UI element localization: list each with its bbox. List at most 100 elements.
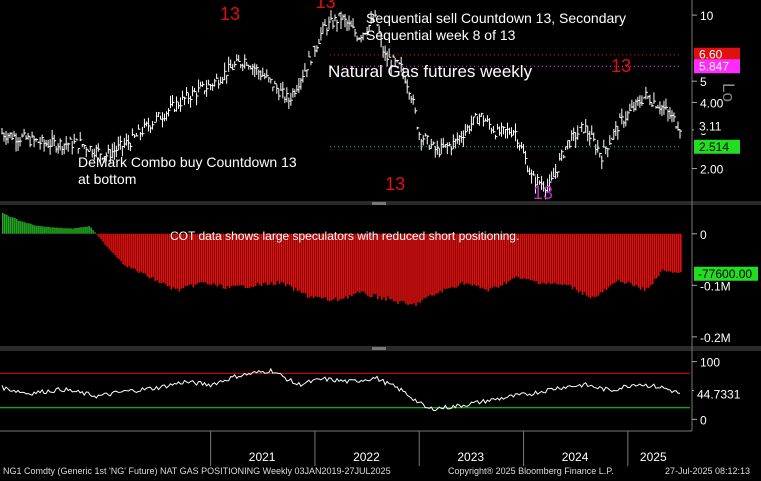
cot-bar: [314, 233, 317, 297]
cot-bar: [220, 233, 223, 285]
cot-bar: [100, 233, 102, 240]
price-level-tag: 5.847: [699, 59, 729, 73]
cot-bar: [322, 233, 325, 298]
cot-bar: [292, 233, 295, 291]
cot-bar: [557, 233, 560, 285]
cot-bar: [94, 232, 96, 234]
cot-bar: [443, 233, 445, 289]
cot-bar: [505, 233, 508, 285]
cot-bar: [14, 217, 16, 234]
price-y-tick-label: 2.00: [700, 163, 724, 177]
cot-bar: [184, 233, 187, 286]
cot-bar: [367, 233, 369, 297]
cot-bar: [82, 227, 84, 234]
cot-bar: [371, 233, 373, 298]
cot-bar: [248, 233, 251, 288]
cot-bar: [76, 227, 78, 234]
cot-bar: [188, 233, 191, 285]
cot-bar: [104, 233, 106, 245]
cot-bar: [58, 227, 60, 234]
cot-bar: [166, 233, 169, 287]
cot-bar: [186, 233, 189, 286]
cot-y-tick-label: -0.1M: [700, 279, 731, 293]
cot-bar: [144, 233, 147, 274]
price-level-tag-bg: [694, 47, 740, 62]
cot-bar: [615, 233, 618, 282]
cot-bar: [18, 220, 20, 234]
cot-bar: [222, 233, 225, 289]
cot-bar: [4, 214, 6, 234]
cot-bar: [419, 233, 421, 303]
cot-bar: [264, 233, 267, 283]
cot-bar: [256, 233, 259, 284]
countdown-13-label: 13: [385, 174, 405, 194]
cot-bar: [465, 233, 467, 284]
cot-bar: [467, 233, 469, 284]
cot-bar: [613, 233, 616, 284]
cot-bar: [609, 233, 612, 286]
cot-bar: [288, 233, 291, 286]
cot-bar: [28, 223, 30, 234]
cot-bar: [605, 233, 608, 291]
cot-bar: [665, 233, 668, 272]
cot-bar: [387, 233, 389, 297]
cot-bar: [148, 233, 151, 279]
cot-bar: [110, 233, 112, 252]
cot-bar: [320, 233, 323, 299]
cot-bar: [479, 233, 482, 289]
x-axis-year-label: 2025: [640, 450, 667, 464]
cot-bar: [72, 228, 74, 234]
cot-bar: [334, 233, 337, 298]
cot-bar: [34, 225, 36, 234]
cot-bar: [455, 233, 457, 288]
cot-bar: [312, 233, 315, 299]
price-level-tag: 2.514: [699, 140, 729, 154]
cot-bar: [561, 233, 564, 285]
cot-bar: [296, 233, 299, 292]
cot-bar: [260, 233, 263, 286]
cot-bar: [326, 233, 329, 301]
cot-bar: [349, 233, 351, 296]
cot-bar: [330, 233, 333, 301]
cot-bar: [635, 233, 638, 285]
cot-bar: [585, 233, 588, 296]
cot-bar: [587, 233, 590, 297]
cot-bar: [341, 233, 343, 299]
cot-bar: [92, 230, 94, 234]
cot-bar: [417, 233, 419, 303]
cot-bar: [268, 233, 271, 285]
cot-bar: [78, 227, 80, 234]
cot-bar: [389, 233, 391, 300]
cot-bar: [565, 233, 568, 286]
cot-bar: [435, 233, 437, 294]
cot-bar: [214, 233, 217, 285]
panel-drag-handle: [372, 347, 386, 350]
cot-bar: [499, 233, 502, 287]
cot-bar: [365, 233, 367, 295]
x-axis-year-label: 2021: [249, 450, 276, 464]
cot-bar: [453, 233, 455, 288]
cot-bar: [108, 233, 110, 249]
cot-bar: [308, 233, 311, 298]
cot-bar: [369, 233, 371, 297]
x-axis-year-label: 2022: [353, 450, 380, 464]
cot-bar: [469, 233, 471, 285]
cot-bar: [40, 226, 42, 234]
cot-bar: [232, 233, 235, 286]
cot-bar: [68, 228, 70, 234]
cot-bar: [174, 233, 177, 289]
cot-bar: [258, 233, 261, 285]
cot-bar: [140, 233, 143, 272]
cot-bar: [433, 233, 435, 296]
cot-bar: [581, 233, 584, 295]
cot-bar: [351, 233, 353, 297]
cot-bar: [280, 233, 283, 282]
cot-chart-title: COT data shows large speculators with re…: [170, 229, 520, 243]
cot-bar: [629, 233, 632, 283]
cot-bar: [449, 233, 451, 288]
cot-bar: [447, 233, 449, 289]
cot-bar: [567, 233, 570, 285]
cot-bar: [204, 233, 207, 283]
cot-bar: [66, 228, 68, 234]
cot-bar: [483, 233, 486, 289]
